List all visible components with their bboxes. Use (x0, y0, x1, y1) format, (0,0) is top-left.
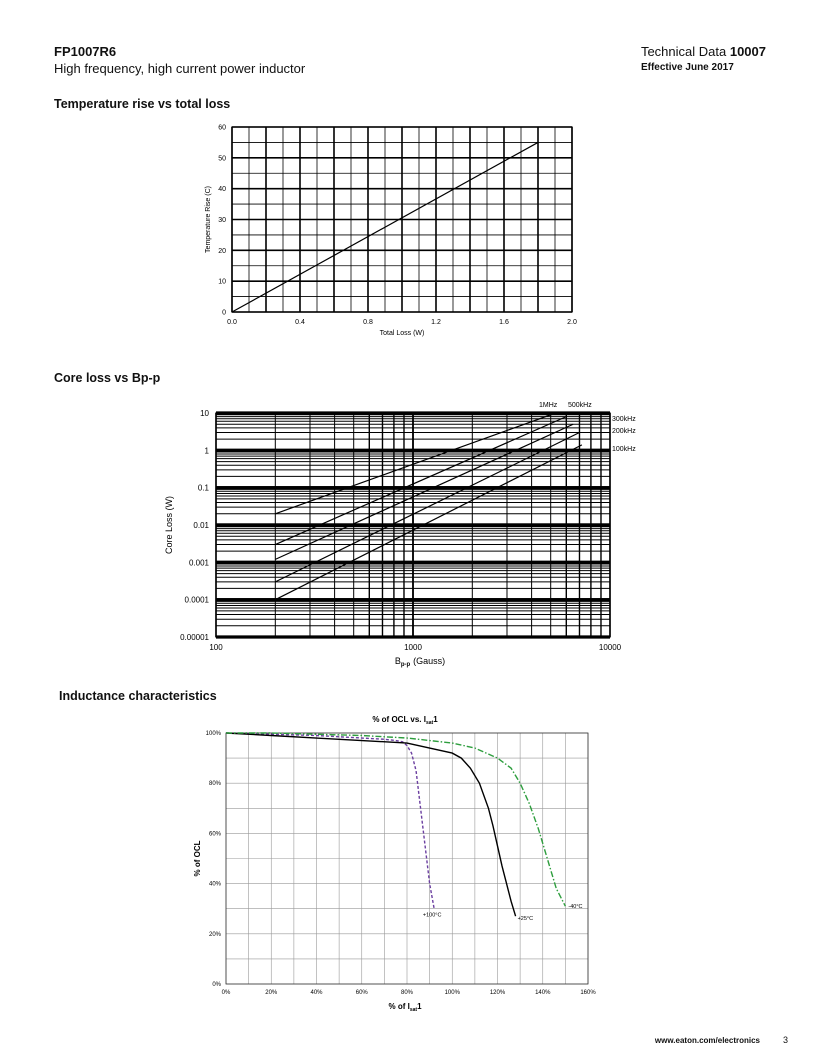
chart2-series-label: 300kHz (612, 416, 636, 423)
effective-date: Effective June 2017 (640, 62, 734, 73)
chart2-series-line (275, 444, 583, 601)
chart3-series-line (226, 732, 566, 907)
chart1-xlabel: Total Loss (W) (380, 330, 425, 337)
chart1-xtick: 0.0 (227, 319, 237, 326)
chart3-xtick: 20% (265, 990, 278, 996)
chart2-series-line (275, 423, 574, 560)
chart1-ytick: 20 (218, 248, 226, 255)
chart2-xtick: 1000 (404, 643, 422, 652)
chart1-xtick: 1.2 (431, 319, 441, 326)
chart2-series-line (275, 412, 556, 515)
chart2-xtick: 100 (209, 643, 223, 652)
chart3-title: % of OCL vs. Isat1 (372, 715, 438, 726)
chart1-ylabel: Temperature Rise (C) (205, 186, 212, 253)
chart2-series-label: 500kHz (568, 402, 592, 409)
chart3-ytick: 100% (206, 731, 222, 737)
chart3-section-title: Inductance characteristics (59, 689, 217, 703)
chart3-series-line (225, 732, 517, 917)
chart1-frame (231, 126, 573, 313)
chart3-xlabel: % of Isat1 (388, 1002, 422, 1013)
chart3-xtick: 120% (490, 990, 506, 996)
chart2-section-title: Core loss vs Bp-p (54, 371, 161, 385)
chart2-ytick: 1 (205, 446, 210, 455)
chart3-ytick: 20% (209, 932, 222, 938)
chart3-ytick: 40% (209, 882, 222, 888)
chart2-series-label: 100kHz (612, 446, 636, 453)
product-description: High frequency, high current power induc… (54, 61, 306, 76)
footer-url[interactable]: www.eaton.com/electronics (654, 1036, 760, 1045)
doc-label: Technical Data (640, 44, 727, 59)
chart3-xtick: 40% (310, 990, 323, 996)
chart3-series-label: +100°C (423, 913, 442, 919)
chart2-ytick: 0.00001 (180, 633, 209, 642)
chart2-ytick: 0.01 (193, 521, 209, 530)
chart3-xtick: 140% (535, 990, 551, 996)
chart3-ytick: 0% (212, 982, 221, 988)
chart3-xtick: 80% (401, 990, 414, 996)
document-header: FP1007R6 High frequency, high current po… (54, 44, 305, 76)
chart2-series-label: 200kHz (612, 428, 636, 435)
chart1-ytick: 40 (218, 186, 226, 193)
chart2-series-line (275, 431, 580, 583)
chart2-xlabel: Bp-p (Gauss) (395, 656, 445, 668)
chart2-series-label: 1MHz (539, 402, 558, 409)
chart1-xtick: 1.6 (499, 319, 509, 326)
chart1-xtick: 0.8 (363, 319, 373, 326)
chart3-frame (225, 732, 589, 985)
chart3-series-label: +25°C (518, 916, 534, 922)
document-meta: Technical Data 10007 Effective June 2017 (641, 44, 766, 73)
chart1-series-line (231, 141, 539, 313)
chart3-xtick: 0% (222, 990, 231, 996)
chart1-ytick: 0 (222, 310, 226, 317)
chart2-xtick: 10000 (599, 643, 622, 652)
chart2-ylabel: Core Loss (W) (164, 496, 174, 554)
chart3-series-line (225, 732, 435, 909)
page-number: 3 (782, 1035, 788, 1045)
chart1-xtick: 2.0 (567, 319, 577, 326)
doc-number: 10007 (729, 44, 766, 59)
chart1-xtick: 0.4 (295, 319, 305, 326)
chart3-xtick: 60% (356, 990, 369, 996)
chart3-series-label: -40°C (568, 904, 582, 910)
chart1-ytick: 50 (218, 155, 226, 162)
chart2-ytick: 0.1 (198, 484, 210, 493)
chart2-ytick: 0.001 (189, 558, 210, 567)
chart3-ylabel: % of OCL (193, 840, 202, 876)
chart3-ytick: 80% (209, 781, 222, 787)
chart1-ytick: 30 (218, 217, 226, 224)
chart2-series-line (275, 416, 567, 546)
chart1-section-title: Temperature rise vs total loss (54, 97, 231, 111)
chart2-ytick: 10 (200, 409, 209, 418)
chart1-ytick: 60 (218, 125, 226, 132)
chart3-ytick: 60% (209, 831, 222, 837)
chart3-xtick: 160% (580, 990, 596, 996)
chart1-ytick: 10 (218, 279, 226, 286)
chart2-ytick: 0.0001 (185, 596, 210, 605)
chart3-xtick: 100% (445, 990, 461, 996)
chart2-frame (215, 412, 611, 638)
part-number: FP1007R6 (54, 44, 117, 59)
